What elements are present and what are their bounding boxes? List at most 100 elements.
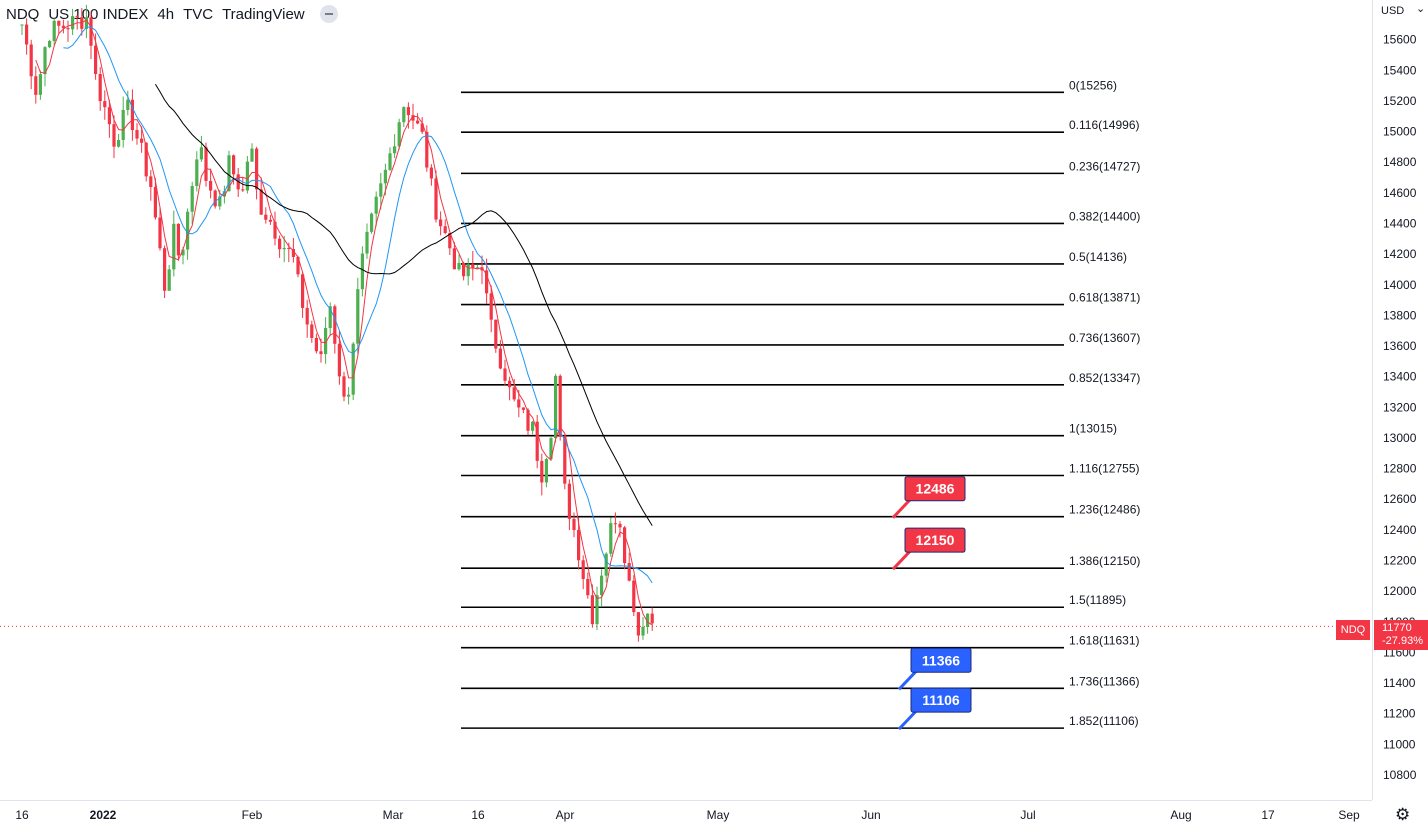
candle-body bbox=[425, 131, 429, 168]
candle-body bbox=[503, 368, 507, 381]
candle-body bbox=[121, 109, 125, 140]
candle-body bbox=[71, 16, 75, 30]
candle-body bbox=[126, 99, 130, 110]
candle-body bbox=[586, 578, 590, 596]
candle-body bbox=[613, 523, 617, 525]
candle-body bbox=[186, 211, 190, 250]
candle-body bbox=[360, 253, 364, 290]
candle-body bbox=[328, 306, 332, 329]
candle-body bbox=[632, 580, 636, 613]
candle-body bbox=[38, 74, 42, 95]
candle-body bbox=[388, 153, 392, 170]
interval-label[interactable]: 4h bbox=[157, 5, 175, 23]
candle-body bbox=[498, 348, 502, 369]
price-tick-label: 14200 bbox=[1383, 247, 1417, 261]
candle-body bbox=[443, 226, 447, 233]
candle-body bbox=[75, 16, 79, 18]
price-tick-label: 14800 bbox=[1383, 155, 1417, 169]
candle-body bbox=[429, 167, 433, 179]
candle-body bbox=[130, 99, 134, 131]
candle-body bbox=[232, 155, 236, 175]
fib-level-label: 0.116(14996) bbox=[1069, 118, 1140, 132]
fib-level-label: 1.5(11895) bbox=[1069, 593, 1126, 607]
candle-body bbox=[577, 530, 581, 561]
gear-icon[interactable]: ⚙ bbox=[1395, 805, 1411, 824]
candle-body bbox=[209, 180, 213, 191]
candle-body bbox=[103, 101, 107, 108]
time-scale[interactable] bbox=[0, 800, 1372, 828]
target-box bbox=[904, 476, 966, 502]
candle-body bbox=[241, 189, 245, 191]
candle-body bbox=[457, 262, 461, 270]
currency-label[interactable]: USD bbox=[1381, 5, 1405, 17]
candle-body bbox=[117, 139, 121, 147]
price-tick-label: 12200 bbox=[1383, 554, 1417, 568]
candle-body bbox=[439, 219, 443, 227]
candle-body bbox=[554, 375, 558, 439]
price-tick-label: 15000 bbox=[1383, 125, 1417, 139]
candle-body bbox=[581, 560, 585, 579]
candle-body bbox=[57, 20, 61, 26]
target-box bbox=[910, 647, 972, 673]
candle-body bbox=[52, 20, 56, 41]
candle-body bbox=[485, 270, 489, 294]
time-tick-label: 17 bbox=[1261, 808, 1275, 822]
price-tick-label: 13600 bbox=[1383, 339, 1417, 353]
candle-body bbox=[107, 107, 111, 125]
candle-body bbox=[356, 289, 360, 344]
time-tick-label: 16 bbox=[471, 808, 485, 822]
chart-header: NDQ US 100 INDEX 4h TVC TradingView bbox=[0, 0, 338, 28]
fib-level-label: 1.116(12755) bbox=[1069, 461, 1140, 475]
candle-body bbox=[273, 221, 277, 239]
candle-body bbox=[319, 351, 323, 355]
candle-body bbox=[595, 595, 599, 625]
source-label: TVC bbox=[183, 5, 214, 23]
chevron-down-icon[interactable]: ⌄ bbox=[1416, 3, 1426, 15]
price-tick-label: 12800 bbox=[1383, 462, 1417, 476]
candle-body bbox=[627, 563, 631, 581]
symbol-ticker[interactable]: NDQ bbox=[6, 5, 40, 23]
target-box bbox=[910, 687, 972, 713]
candle-body bbox=[181, 249, 185, 256]
time-tick-label: Feb bbox=[242, 808, 263, 822]
symbol-price-tag: NDQ bbox=[1336, 620, 1370, 640]
platform-label: TradingView bbox=[222, 5, 305, 23]
last-price-tag: 11770 -27.93% bbox=[1374, 620, 1428, 650]
candle-body bbox=[402, 107, 406, 123]
candle-body bbox=[314, 337, 318, 352]
candle-body bbox=[112, 124, 116, 147]
candle-body bbox=[29, 44, 33, 77]
candle-body bbox=[48, 40, 52, 48]
candle-body bbox=[264, 214, 268, 220]
price-tick-label: 15400 bbox=[1383, 63, 1417, 77]
candle-body bbox=[347, 394, 351, 397]
candle-body bbox=[94, 45, 98, 74]
target-pointer bbox=[891, 549, 913, 571]
candle-body bbox=[590, 595, 594, 625]
candle-body bbox=[379, 183, 383, 197]
price-scale[interactable] bbox=[1372, 0, 1428, 800]
fib-level-label: 0.236(14727) bbox=[1069, 159, 1140, 173]
price-tick-label: 13000 bbox=[1383, 431, 1417, 445]
candle-body bbox=[521, 407, 525, 410]
price-tick-label: 11400 bbox=[1383, 676, 1416, 690]
target-label: 11106 bbox=[922, 692, 960, 708]
price-tick-label: 14400 bbox=[1383, 216, 1417, 230]
candle-body bbox=[176, 223, 180, 256]
collapse-icon[interactable] bbox=[319, 5, 338, 23]
time-tick-label: Jul bbox=[1020, 808, 1035, 822]
candle-body bbox=[250, 148, 254, 162]
candle-body bbox=[153, 187, 157, 218]
price-tick-label: 14000 bbox=[1383, 278, 1417, 292]
candle-body bbox=[34, 76, 38, 95]
fib-level-label: 1.736(11366) bbox=[1069, 674, 1140, 688]
candle-body bbox=[259, 189, 263, 215]
candle-body bbox=[213, 190, 217, 207]
candle-body bbox=[370, 213, 374, 232]
price-tick-label: 13400 bbox=[1383, 370, 1417, 384]
candle-body bbox=[636, 612, 640, 636]
candle-body bbox=[227, 155, 231, 192]
candle-body bbox=[158, 217, 162, 249]
candle-body bbox=[268, 219, 272, 222]
